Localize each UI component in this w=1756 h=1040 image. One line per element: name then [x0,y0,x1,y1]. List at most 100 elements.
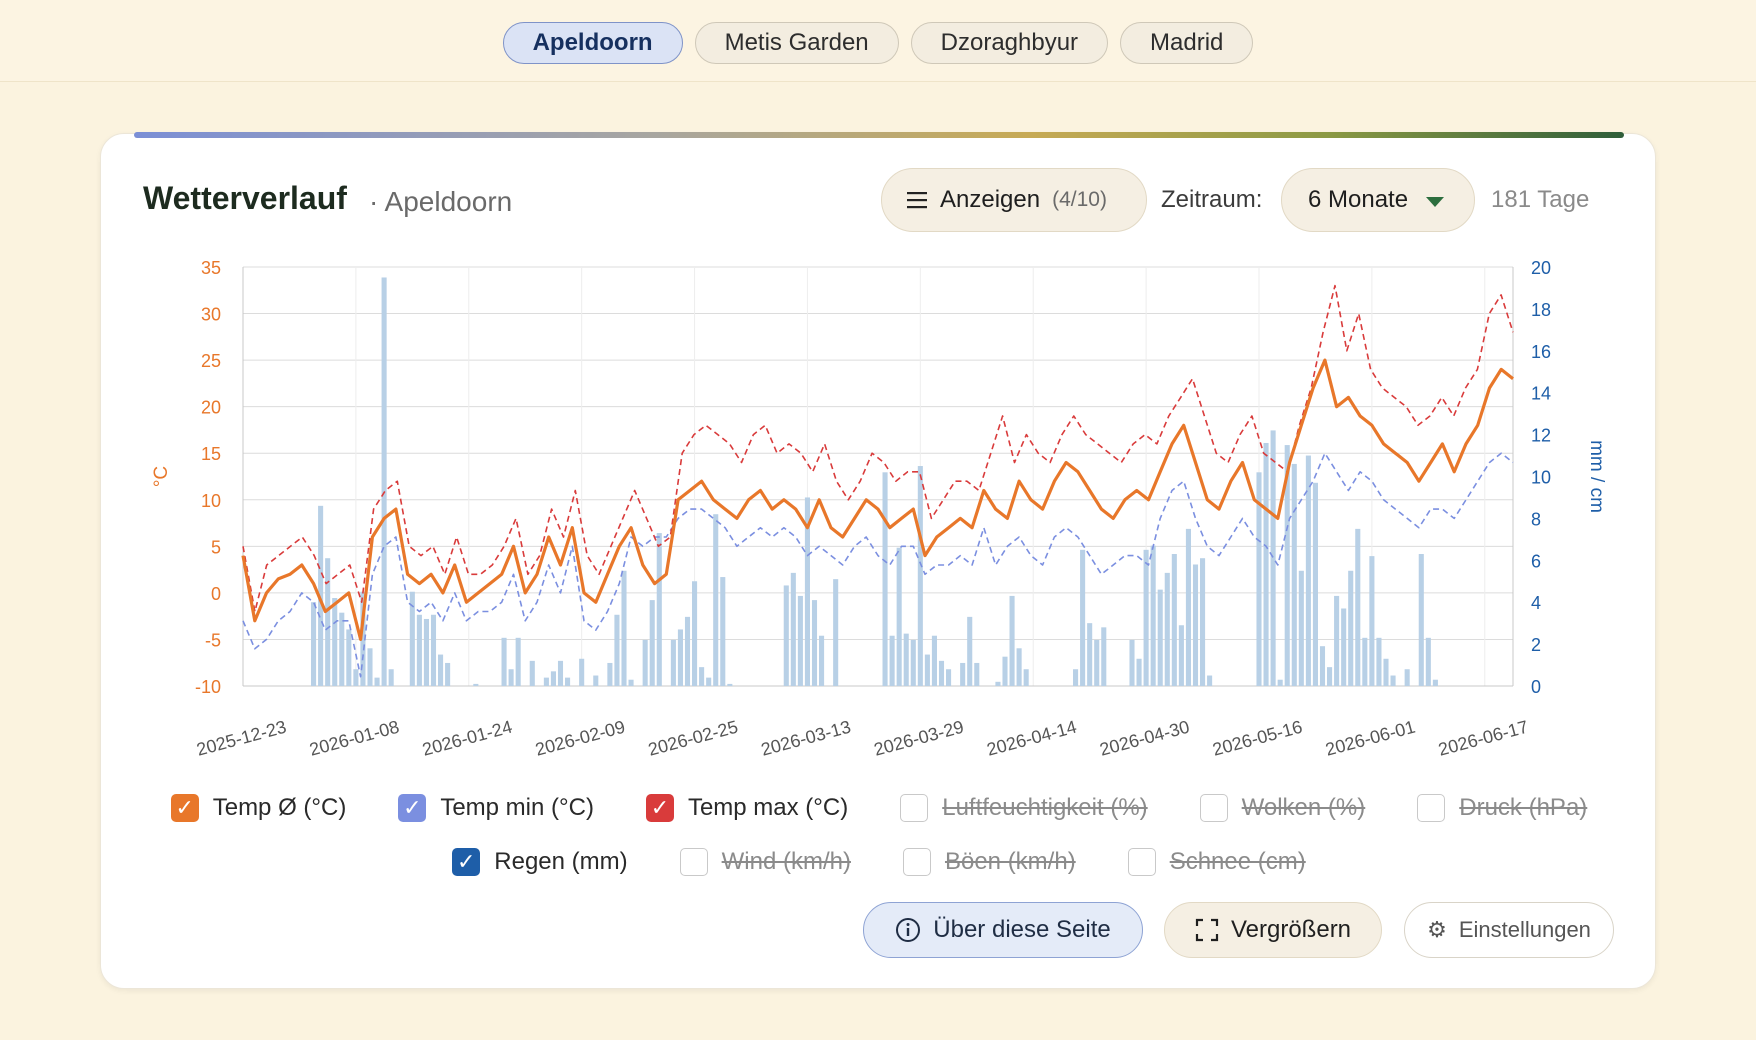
rain-bar [346,629,352,686]
rain-bar [1185,528,1191,686]
rain-bar [713,514,719,686]
y-left-tick-label: 15 [201,444,221,464]
rain-bar [367,648,373,686]
rain-bar [438,654,444,686]
gear-icon: ⚙ [1427,917,1447,942]
rain-bar [1263,442,1269,686]
rain-bar [1087,623,1093,686]
period-select[interactable]: 6 Monate [1281,168,1475,232]
x-tick-label: 2026-02-25 [646,717,740,760]
rain-bar [656,533,662,686]
checkbox-checked-icon: ✓ [398,794,427,822]
rain-bar [409,591,415,686]
checkbox-unchecked-icon [1199,794,1228,822]
x-tick-label: 2026-04-14 [985,717,1079,760]
rain-bar [557,660,564,686]
rain-bar [790,572,796,686]
rain-bar [1305,455,1311,686]
y-left-tick-label: 35 [201,258,221,278]
rain-bar [819,635,825,686]
show-button-count: (4/10) [1052,188,1107,211]
city-tab-dzoraghbyur[interactable]: Dzoraghbyur [910,22,1109,64]
legend-temp-avg[interactable]: ✓ Temp Ø (°C) [170,794,347,822]
rain-bar [1425,637,1431,686]
show-button-label: Anzeigen [940,186,1041,213]
rain-bar [1270,430,1276,686]
legend-clouds[interactable]: Wolken (%) [1199,794,1365,822]
rain-bar [430,614,437,686]
top-bar: Apeldoorn Metis Garden Dzoraghbyur Madri… [0,0,1756,82]
rain-bar [677,629,683,686]
rain-bar [692,581,698,686]
x-tick-label: 2026-01-24 [420,717,514,760]
legend-temp-min[interactable]: ✓ Temp min (°C) [398,794,594,822]
rain-bar [896,547,902,686]
days-count: 181 Tage [1491,186,1590,213]
about-label: Über diese Seite [933,916,1111,943]
legend-wind[interactable]: Wind (km/h) [679,848,851,876]
legend-snow[interactable]: Schnee (cm) [1127,848,1306,876]
rain-bar [1348,570,1354,686]
rain-bar [1136,658,1142,686]
rain-bar [565,677,571,686]
x-tick-label: 2026-04-30 [1097,717,1191,760]
period-label: Zeitraum: [1161,186,1263,213]
rain-bar [473,683,479,686]
rain-bar [529,660,535,686]
rain-bar [1291,463,1297,686]
enlarge-button[interactable]: Vergrößern [1164,902,1382,958]
rain-bar [1009,595,1015,686]
x-tick-label: 2026-02-09 [533,717,627,760]
rain-bar [1341,608,1347,686]
city-tab-apeldoorn[interactable]: Apeldoorn [502,22,683,64]
rain-bar [1178,625,1184,686]
legend-humidity[interactable]: Luftfeuchtigkeit (%) [900,794,1148,822]
rain-bar [508,669,514,686]
legend-label: Böen (km/h) [944,848,1076,875]
rain-bar [1369,556,1375,686]
legend-gusts[interactable]: Böen (km/h) [902,848,1076,876]
rain-bar [381,277,387,686]
rain-bar [910,639,916,686]
x-tick-label: 2026-06-17 [1436,717,1530,760]
x-tick-label: 2026-03-13 [759,717,853,760]
rain-bar [1094,639,1100,686]
rain-bar [720,577,726,686]
y-right-tick-label: 20 [1531,258,1551,278]
rain-bar [501,637,507,686]
legend-temp-max[interactable]: ✓ Temp max (°C) [645,794,848,822]
rain-bar [1192,564,1199,686]
legend-pressure[interactable]: Druck (hPa) [1417,794,1587,822]
rain-bar [1383,658,1389,686]
y-right-tick-label: 14 [1531,384,1551,404]
city-tab-metis-garden[interactable]: Metis Garden [694,22,899,64]
rain-bar [706,677,712,686]
settings-button[interactable]: ⚙ Einstellungen [1404,902,1614,958]
rain-bar [1376,637,1382,686]
y-right-tick-label: 16 [1531,342,1551,362]
rain-bar [1312,482,1318,686]
legend-row-2: ✓ Regen (mm) Wind (km/h) Böen (km/h) Sch… [101,848,1657,876]
rain-bar [445,662,451,686]
about-button[interactable]: Über diese Seite [863,902,1143,958]
y-right-tick-label: 0 [1531,677,1541,697]
rain-bar [917,466,923,686]
legend-label: Wind (km/h) [721,848,851,875]
legend-rain[interactable]: ✓ Regen (mm) [452,848,628,876]
rain-bar [995,681,1001,686]
show-series-button[interactable]: Anzeigen (4/10) [881,168,1147,232]
y-left-tick-label: 0 [211,584,221,604]
rain-bar [318,505,324,686]
rain-bar [388,669,394,686]
weather-card: Wetterverlauf · Apeldoorn Anzeigen (4/10… [100,132,1657,989]
rain-bar [1143,549,1149,686]
rain-bar [797,595,803,686]
city-tab-madrid[interactable]: Madrid [1120,22,1254,64]
chart-svg: 35302520151050-5-10201816141210864202025… [151,258,1607,760]
rain-bar [353,669,359,686]
rain-bar [1207,675,1213,686]
rain-bar [1284,445,1290,686]
rain-bar [332,598,338,686]
rain-bar [1016,648,1022,686]
legend-label: Temp Ø (°C) [212,794,347,821]
